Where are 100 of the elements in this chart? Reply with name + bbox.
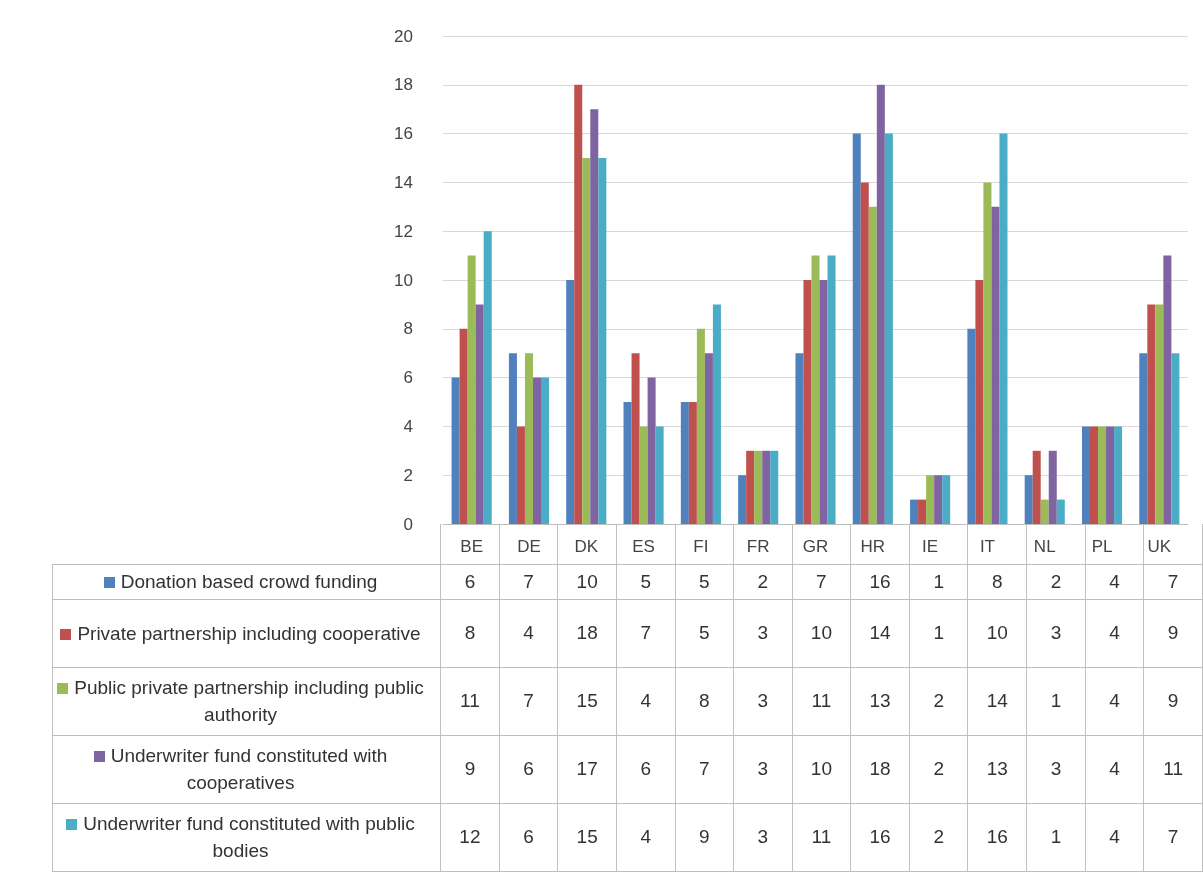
bar: [696, 328, 705, 524]
data-label: 1: [909, 599, 968, 667]
data-label: 9: [1143, 599, 1203, 667]
bar: [868, 206, 877, 524]
data-label: 4: [616, 803, 675, 871]
data-label: 3: [733, 667, 793, 735]
bar: [991, 206, 1000, 524]
bar: [1163, 255, 1172, 524]
data-label: 15: [557, 667, 617, 735]
y-tick-label: 0: [403, 514, 413, 534]
bar: [852, 133, 861, 524]
bar: [754, 450, 763, 524]
x-tick-label: IT: [979, 537, 995, 556]
bar: [803, 280, 812, 524]
data-label: 2: [909, 667, 968, 735]
data-label: 4: [1085, 735, 1144, 803]
bar: [1171, 353, 1180, 524]
y-tick-label: 10: [394, 270, 413, 290]
data-label: 2: [733, 564, 793, 599]
bar: [1139, 353, 1148, 524]
data-label: 18: [850, 735, 910, 803]
data-label: 10: [967, 599, 1027, 667]
data-label: 13: [967, 735, 1027, 803]
bar: [1090, 426, 1099, 524]
bar: [1056, 499, 1065, 524]
data-label: 8: [967, 564, 1027, 599]
bar: [1040, 499, 1049, 524]
data-label: 4: [499, 599, 558, 667]
legend-label: Private partnership including cooperative: [77, 622, 421, 644]
x-tick-label: PL: [1091, 537, 1113, 556]
data-label: 13: [850, 667, 910, 735]
bar: [704, 353, 713, 524]
bar: [688, 402, 697, 524]
data-label: 6: [440, 564, 500, 599]
data-label: 11: [792, 803, 851, 871]
bar: [1048, 450, 1057, 524]
data-label: 4: [1085, 803, 1144, 871]
data-label: 14: [967, 667, 1027, 735]
bar: [475, 304, 484, 524]
data-label: 15: [557, 803, 617, 871]
y-tick-label: 4: [403, 416, 413, 436]
bar: [1114, 426, 1123, 524]
bar: [598, 158, 607, 524]
x-tick-label: DK: [574, 537, 599, 556]
bar: [795, 353, 804, 524]
bar: [623, 402, 632, 524]
data-label: 7: [616, 599, 675, 667]
bar: [934, 475, 943, 524]
data-label: 16: [967, 803, 1027, 871]
bar: [1032, 450, 1041, 524]
y-tick-label: 6: [403, 368, 413, 388]
data-label: 5: [675, 564, 734, 599]
x-tick-label: ES: [632, 537, 655, 556]
bar: [508, 353, 517, 524]
x-tick-label: FI: [693, 537, 709, 556]
data-label: 1: [1026, 667, 1086, 735]
bar: [566, 280, 575, 524]
bar: [910, 499, 919, 524]
bar: [811, 255, 820, 524]
data-label: 4: [1085, 667, 1144, 735]
y-tick-label: 16: [394, 124, 413, 144]
data-label: 16: [850, 803, 910, 871]
bar: [524, 353, 533, 524]
bar: [1106, 426, 1115, 524]
bar: [582, 158, 591, 524]
y-tick-label: 20: [394, 26, 413, 46]
data-label: 9: [675, 803, 734, 871]
data-label: 18: [557, 599, 617, 667]
bar: [655, 426, 664, 524]
data-label: 2: [1026, 564, 1086, 599]
bar: [860, 182, 869, 524]
data-label: 2: [909, 735, 968, 803]
bar: [1081, 426, 1090, 524]
data-label: 6: [499, 735, 558, 803]
data-label: 10: [792, 599, 851, 667]
x-tick-label: NL: [1033, 537, 1056, 556]
data-label: 16: [850, 564, 910, 599]
bar: [1155, 304, 1164, 524]
data-label: 7: [499, 564, 558, 599]
data-label: 3: [733, 735, 793, 803]
bar: [590, 109, 599, 524]
bar: [639, 426, 648, 524]
bar: [467, 255, 476, 524]
data-label: 4: [616, 667, 675, 735]
legend-label: Donation based crowd funding: [120, 571, 378, 592]
bar: [999, 133, 1008, 524]
data-label: 4: [1085, 599, 1144, 667]
bar: [926, 475, 935, 524]
bar: [516, 426, 525, 524]
x-tick-label: HR: [860, 537, 886, 556]
data-label: 7: [792, 564, 851, 599]
y-tick-label: 18: [394, 75, 413, 95]
bar: [483, 231, 492, 524]
x-tick-label: GR: [802, 537, 829, 556]
legend-label: Underwriter fund constituted with cooperatives: [110, 745, 388, 793]
bar: [918, 499, 927, 524]
bar: [967, 328, 976, 524]
data-label: 6: [616, 735, 675, 803]
y-tick-label: 8: [403, 319, 413, 339]
data-label: 3: [733, 803, 793, 871]
